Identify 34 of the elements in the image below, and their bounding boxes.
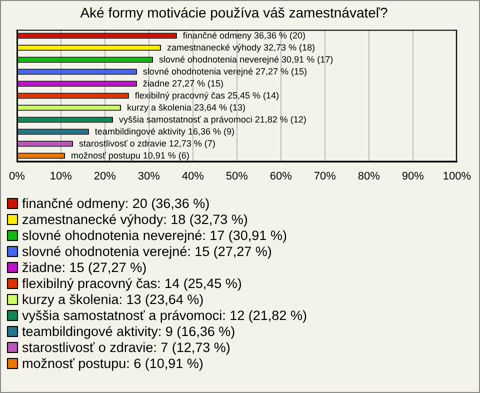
legend-label: možnosť postupu: 6 (10,91 %) xyxy=(22,356,204,370)
legend-label: slovné ohodnotenia verejné: 15 (27,27 %) xyxy=(22,244,272,258)
legend-label: zamestnanecké výhody: 18 (32,73 %) xyxy=(22,212,248,226)
legend-label: flexibilný pracovný čas: 14 (25,45 %) xyxy=(22,276,242,290)
x-tick-label: 80% xyxy=(358,170,380,182)
data-label: slovné ohodnotenia verejné 27,27 % (15) xyxy=(142,66,308,76)
data-label: možnosť postupu 10,91 % (6) xyxy=(70,150,190,160)
x-tick-label: 30% xyxy=(138,170,160,182)
chart-title: Aké formy motivácie používa váš zamestnávateľ? xyxy=(80,4,388,20)
data-label: finančné odmeny 36,36 % (20) xyxy=(182,30,306,40)
legend-label: slovné ohodnotenia neverejné: 17 (30,91 %) xyxy=(22,228,287,242)
legend-label: žiadne: 15 (27,27 %) xyxy=(22,260,147,274)
legend-label: finančné odmeny: 20 (36,36 %) xyxy=(22,196,210,210)
legend-label: teambildingové aktivity: 9 (16,36 %) xyxy=(22,324,236,338)
data-label: slovné ohodnotenia neverejné 30,91 % (17) xyxy=(158,54,334,64)
data-label: kurzy a školenia 23,64 % (13) xyxy=(126,102,246,112)
legend-label: vyššia samostatnosť a právomoci: 12 (21,82 %) xyxy=(22,308,307,322)
legend-label: kurzy a školenia: 13 (23,64 %) xyxy=(22,292,204,306)
data-label: zamestnanecké výhody 32,73 % (18) xyxy=(166,42,316,52)
x-tick-label: 100% xyxy=(442,170,472,182)
data-label: flexibilný pracovný čas 25,45 % (14) xyxy=(134,90,280,100)
x-tick-label: 0% xyxy=(8,170,26,182)
data-label: žiadne 27,27 % (15) xyxy=(142,78,224,88)
legend-label: starostlivosť o zdravie: 7 (12,73 %) xyxy=(22,340,230,354)
x-tick-label: 10% xyxy=(50,170,72,182)
data-label: vyššia samostatnosť a právomoci 21,82 % (12) xyxy=(118,114,306,124)
x-tick-label: 60% xyxy=(270,170,292,182)
x-tick-label: 90% xyxy=(402,170,424,182)
x-tick-label: 40% xyxy=(182,170,204,182)
data-label: teambildingové aktivity 16,36 % (9) xyxy=(94,126,235,136)
x-tick-label: 20% xyxy=(94,170,116,182)
x-tick-label: 70% xyxy=(314,170,336,182)
x-tick-label: 50% xyxy=(226,170,248,182)
data-label: starostlivosť o zdravie 12,73 % (7) xyxy=(78,138,216,148)
